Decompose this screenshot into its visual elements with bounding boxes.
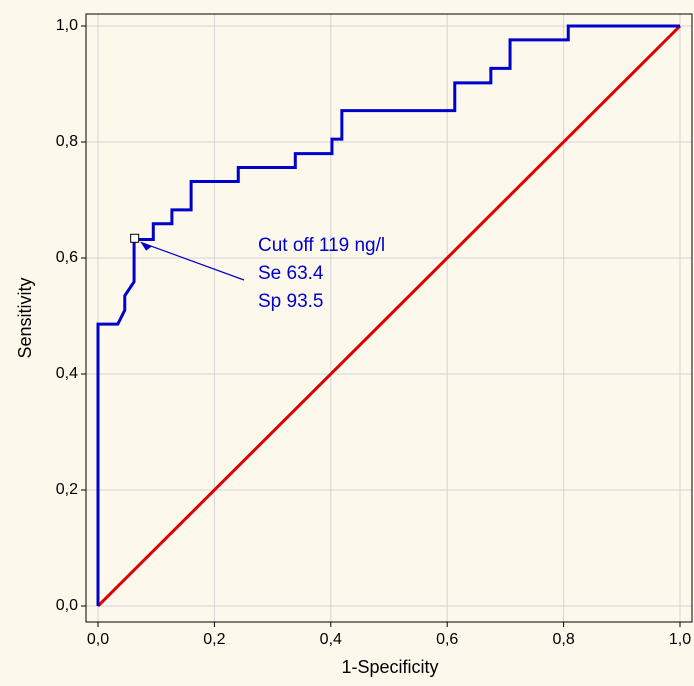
cutoff-marker bbox=[130, 233, 140, 243]
x-tick-label: 0,2 bbox=[203, 631, 225, 648]
x-tick-label: 0,4 bbox=[320, 631, 342, 648]
plot-area bbox=[85, 13, 693, 623]
x-tick-label: 1,0 bbox=[669, 631, 691, 648]
annotation-text: Se 63.4 bbox=[258, 263, 324, 284]
y-tick-label: 0,8 bbox=[56, 133, 78, 150]
annotation-text: Cut off 119 ng/l bbox=[258, 235, 385, 256]
arrow-head bbox=[140, 242, 152, 251]
x-tick-label: 0,0 bbox=[87, 631, 109, 648]
roc-line bbox=[96, 24, 682, 608]
y-tick-label: 0,4 bbox=[56, 365, 78, 382]
y-tick-label: 1,0 bbox=[56, 17, 78, 34]
y-axis-label: Sensitivity bbox=[15, 277, 35, 358]
x-axis-label: 1-Specificity bbox=[341, 657, 438, 677]
y-tick-label: 0,0 bbox=[56, 597, 78, 614]
annotation-text: Sp 93.5 bbox=[258, 291, 324, 312]
y-tick-label: 0,6 bbox=[56, 249, 78, 266]
y-tick-label: 0,2 bbox=[56, 481, 78, 498]
annotation-arrow bbox=[140, 241, 245, 281]
roc-line bbox=[96, 24, 680, 606]
x-tick-label: 0,6 bbox=[436, 631, 458, 648]
x-tick-label: 0,8 bbox=[552, 631, 574, 648]
